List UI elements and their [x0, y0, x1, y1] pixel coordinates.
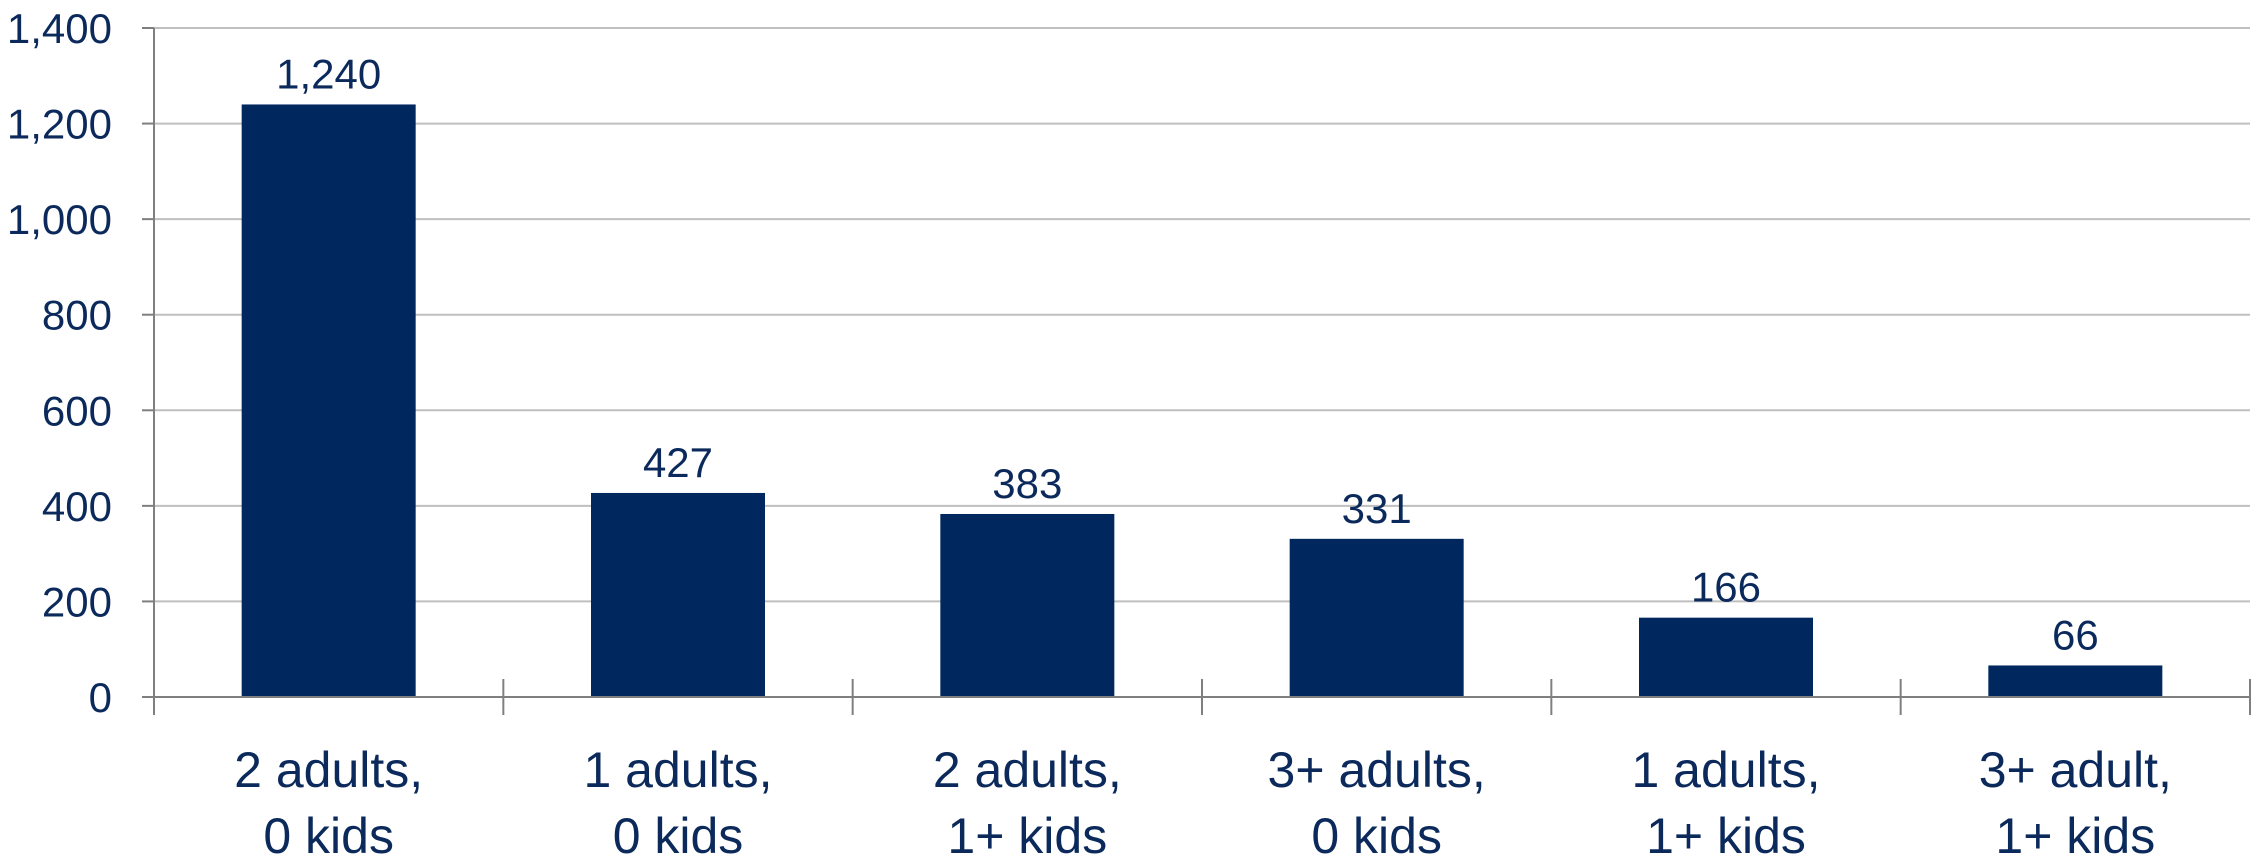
y-tick-label: 1,000 [7, 196, 112, 243]
data-label: 331 [1342, 485, 1412, 532]
y-tick-label: 800 [42, 292, 112, 339]
x-category-label: 3+ adults, [1268, 742, 1486, 798]
y-tick-label: 200 [42, 578, 112, 625]
y-tick-label: 400 [42, 483, 112, 530]
x-category-label: 1+ kids [1646, 808, 1806, 859]
data-label: 383 [992, 460, 1062, 507]
bar [1289, 538, 1464, 697]
bar [1988, 665, 2163, 697]
data-label: 166 [1691, 564, 1761, 611]
x-category-label: 0 kids [1311, 808, 1442, 859]
bar [940, 513, 1115, 697]
x-category-label: 0 kids [263, 808, 394, 859]
x-category-label: 1+ kids [947, 808, 1107, 859]
y-tick-label: 600 [42, 387, 112, 434]
x-category-label: 2 adults, [234, 742, 423, 798]
x-category-label: 1 adults, [583, 742, 772, 798]
axes [142, 27, 2251, 715]
x-category-label: 3+ adult, [1979, 742, 2172, 798]
x-category-label: 1+ kids [1995, 808, 2155, 859]
gridlines [154, 27, 2250, 603]
bar [241, 104, 416, 697]
y-tick-label: 1,200 [7, 101, 112, 148]
y-tick-label: 0 [89, 674, 112, 721]
data-label: 1,240 [276, 50, 381, 97]
x-category-label: 1 adults, [1631, 742, 1820, 798]
bars [241, 104, 2163, 697]
x-category-label: 2 adults, [933, 742, 1122, 798]
x-category-label: 0 kids [613, 808, 744, 859]
bar [1639, 617, 1813, 697]
data-label: 427 [643, 439, 713, 486]
data-label: 66 [2052, 611, 2099, 658]
labels: 0 200 400 600 800 1,000 1,200 1,400 1,240 2 adult… [7, 5, 2172, 859]
y-tick-label: 1,400 [7, 5, 112, 52]
bar [591, 492, 765, 697]
